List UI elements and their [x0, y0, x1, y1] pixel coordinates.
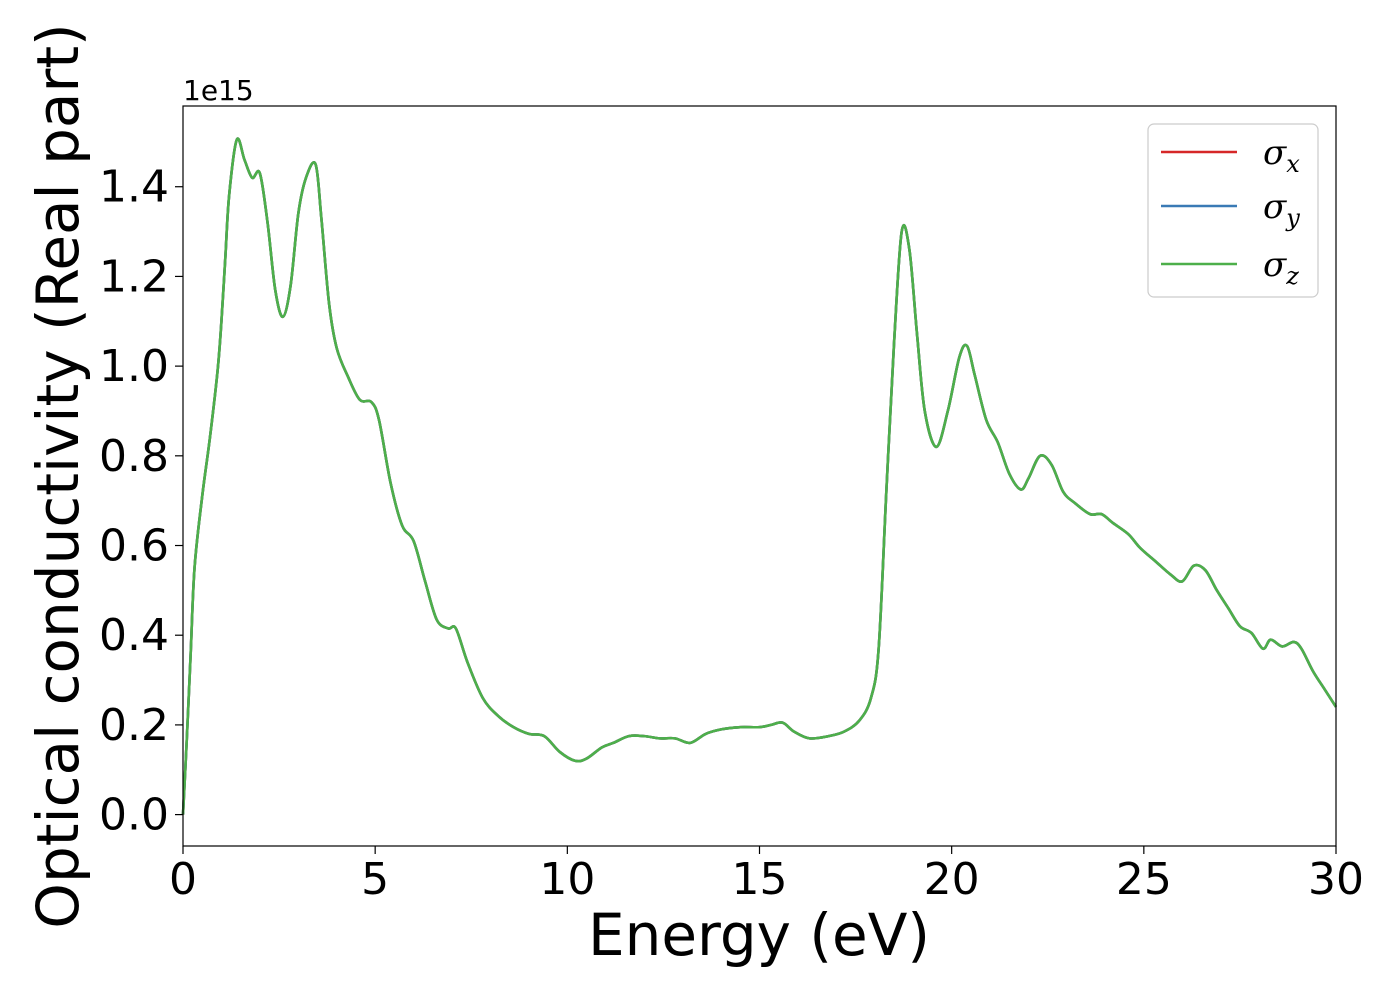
- x-tick-label: 0: [169, 854, 197, 905]
- y-axis-title: Optical conductivity (Real part): [24, 23, 92, 928]
- y-tick-label: 0.4: [99, 610, 169, 661]
- y-tick-label: 0.6: [99, 521, 169, 572]
- series-line-z: [181, 137, 1338, 815]
- x-tick-label: 5: [361, 854, 389, 905]
- y-tick-label: 0.0: [99, 790, 169, 841]
- y-tick-label: 1.4: [99, 162, 169, 213]
- legend-label-y: σy: [1263, 187, 1300, 232]
- x-tick-label: 30: [1308, 854, 1364, 905]
- legend-box: [1147, 123, 1319, 298]
- curves-layer: [181, 137, 1338, 815]
- x-axis-title: Energy (eV): [588, 901, 930, 969]
- y-tick-label: 1.2: [99, 251, 169, 302]
- x-tick-label: 15: [732, 854, 788, 905]
- legend-label-z: σz: [1263, 245, 1299, 290]
- legend: σx σy σz: [1147, 123, 1319, 298]
- y-offset-text: 1e15: [183, 74, 254, 107]
- y-axis: 0.0 0.2 0.4 0.6 0.8 1.0 1.2 1.4: [99, 162, 183, 841]
- y-tick-label: 0.8: [99, 431, 169, 482]
- plot-area: [183, 106, 1336, 846]
- x-tick-label: 20: [924, 854, 980, 905]
- x-tick-label: 25: [1116, 854, 1172, 905]
- legend-label-x: σx: [1263, 133, 1300, 178]
- x-tick-label: 10: [539, 854, 595, 905]
- y-tick-label: 0.2: [99, 700, 169, 751]
- x-axis: 0 5 10 15 20 25 30: [169, 846, 1364, 905]
- y-tick-label: 1.0: [99, 341, 169, 392]
